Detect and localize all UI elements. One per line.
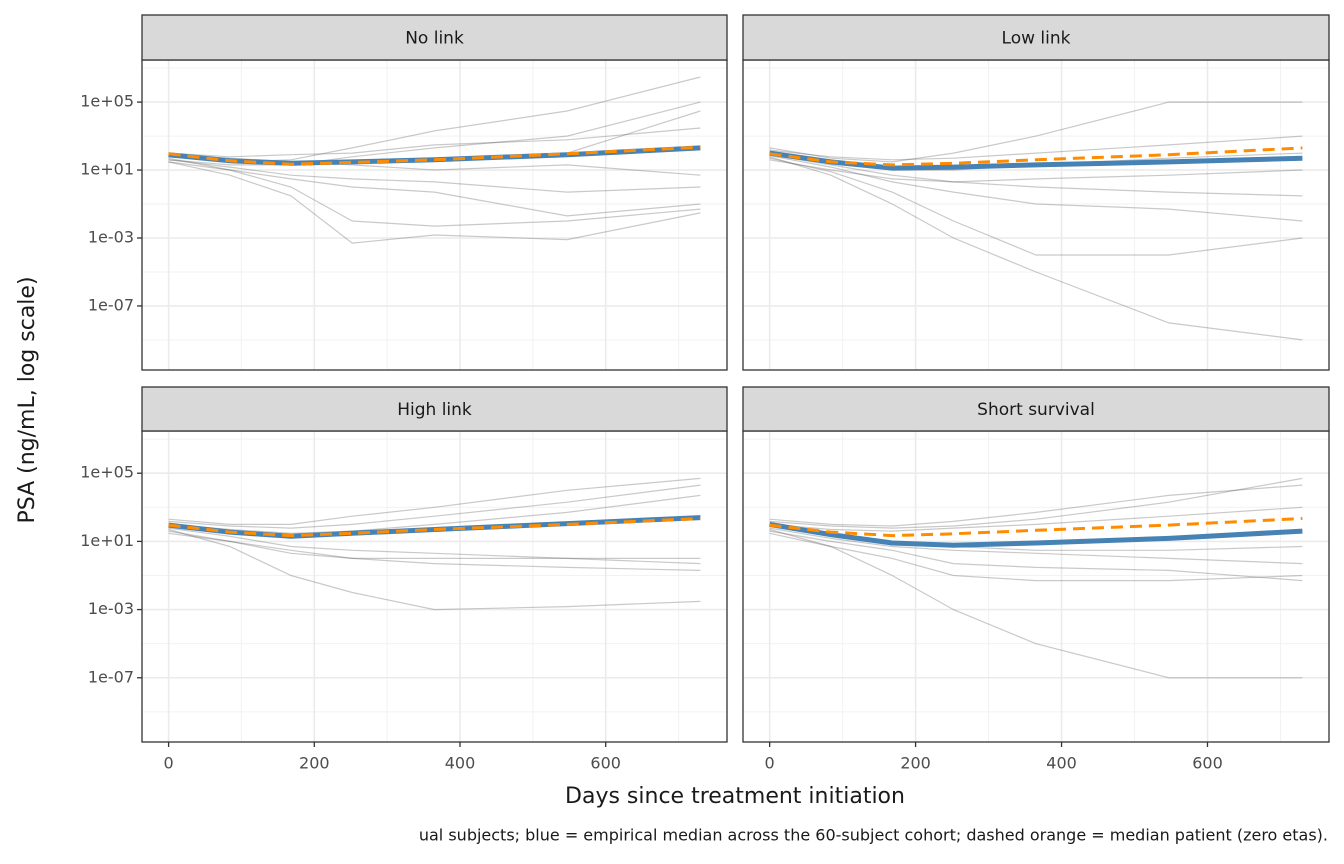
subject-line (769, 530, 1303, 582)
subject-line (769, 477, 1303, 529)
x-tick-label: 0 (163, 754, 173, 773)
subject-line (769, 532, 1303, 582)
subject-line (769, 156, 1303, 341)
strip (742, 386, 1330, 432)
subject-line (769, 101, 1303, 163)
subject-line (168, 477, 701, 525)
subject-line (168, 157, 701, 227)
x-tick-label: 600 (1192, 754, 1223, 773)
y-tick-label: 1e+05 (80, 92, 134, 111)
subject-line (168, 159, 701, 193)
strip-label: No link (405, 29, 464, 49)
panel-background (743, 60, 1329, 370)
y-tick-label: 1e-07 (88, 295, 134, 314)
strip-label: High link (397, 400, 472, 420)
subject-line (769, 484, 1303, 527)
subject-line (769, 154, 1303, 197)
y-tick-label: 1e+01 (80, 160, 134, 179)
panel-background (142, 431, 727, 742)
strip (742, 14, 1330, 61)
subject-line (168, 528, 701, 611)
x-tick-label: 200 (299, 754, 330, 773)
strip-label: Short survival (977, 400, 1095, 420)
y-tick-label: 1e-03 (88, 599, 134, 618)
x-axis-title: Days since treatment initiation (565, 784, 905, 809)
median-line (168, 517, 701, 538)
subject-line (769, 157, 1303, 256)
y-axis-title: PSA (ng/mL, log scale) (15, 276, 40, 523)
y-tick-label: 1e+01 (80, 531, 134, 550)
subject-line (769, 159, 1303, 183)
caption: ual subjects; blue = empirical median ac… (419, 826, 1328, 845)
subject-line (168, 161, 701, 244)
x-tick-label: 200 (900, 754, 931, 773)
median-line (769, 146, 1303, 167)
median-line (168, 145, 701, 166)
subject-line (168, 155, 701, 176)
subject-line (168, 530, 701, 571)
x-tick-label: 400 (445, 754, 476, 773)
panel-background (142, 60, 727, 370)
subject-line (769, 527, 1303, 565)
subject-line (769, 135, 1303, 161)
median-line (769, 517, 1303, 538)
y-tick-label: 1e+05 (80, 463, 134, 482)
subject-line (769, 155, 1303, 222)
subject-line (769, 528, 1303, 679)
subject-line (168, 101, 701, 166)
subject-line (168, 127, 701, 158)
x-tick-label: 400 (1046, 754, 1077, 773)
strip (141, 386, 728, 432)
subject-line (168, 532, 701, 559)
subject-line (168, 161, 701, 217)
x-tick-label: 0 (765, 754, 775, 773)
subject-line (769, 506, 1303, 532)
x-tick-label: 600 (590, 754, 621, 773)
panel-background (743, 431, 1329, 742)
strip-label: Low link (1002, 29, 1071, 49)
subject-line (168, 484, 701, 529)
y-tick-label: 1e-03 (88, 228, 134, 247)
median-line (769, 521, 1303, 548)
y-tick-label: 1e-07 (88, 667, 134, 686)
subject-line (168, 527, 701, 565)
strip (141, 14, 728, 61)
